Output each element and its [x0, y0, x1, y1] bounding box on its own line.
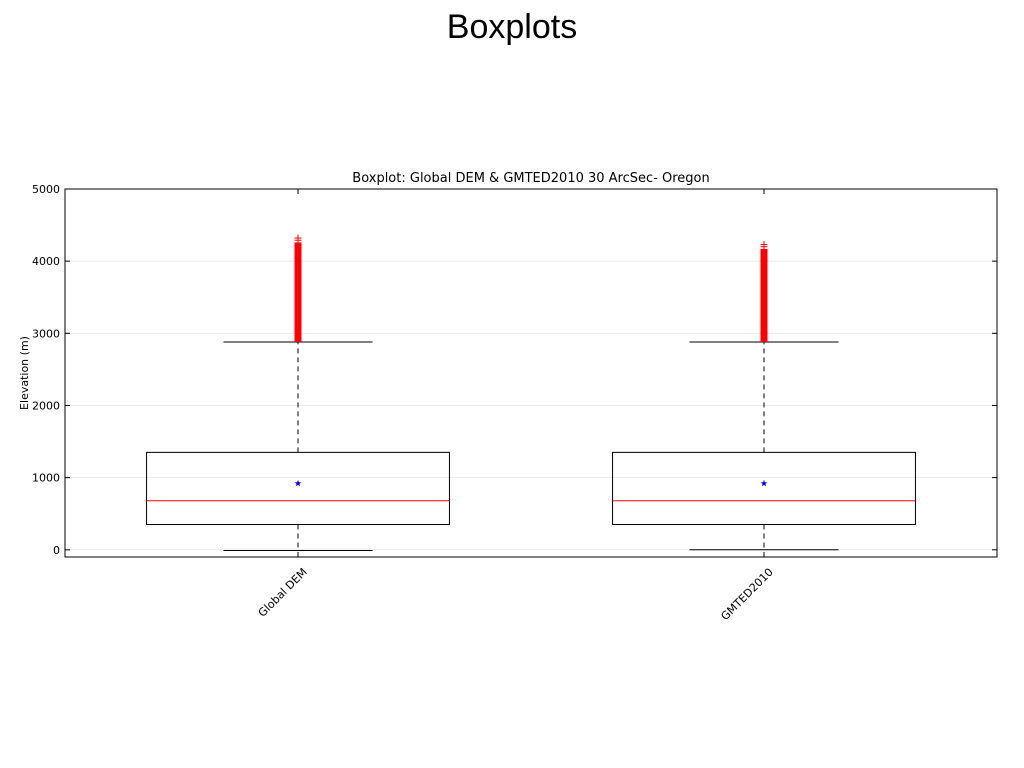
y-tick-label: 3000 — [32, 327, 60, 340]
outlier-band — [760, 248, 768, 342]
y-tick-label: 4000 — [32, 255, 60, 268]
y-tick-label: 5000 — [32, 183, 60, 196]
box — [146, 451, 450, 526]
box-group — [612, 241, 916, 551]
x-tick-label: Global DEM — [256, 566, 310, 620]
y-axis-label: Elevation (m) — [18, 336, 31, 410]
y-tick-label: 1000 — [32, 472, 60, 485]
outlier-band — [294, 242, 302, 342]
y-tick-label: 2000 — [32, 399, 60, 412]
y-tick-label: 0 — [53, 544, 60, 557]
slide-title: Boxplots — [446, 8, 578, 46]
box-layer — [146, 234, 916, 552]
box-group — [146, 234, 450, 552]
plot-frame — [64, 188, 998, 558]
mean-marker — [760, 479, 768, 487]
grid-layer — [65, 188, 997, 551]
x-tick-label: GMTED2010 — [718, 566, 775, 623]
mean-marker — [294, 479, 302, 487]
chart-title: Boxplot: Global DEM & GMTED2010 30 ArcSe… — [352, 171, 709, 186]
box — [612, 451, 916, 526]
